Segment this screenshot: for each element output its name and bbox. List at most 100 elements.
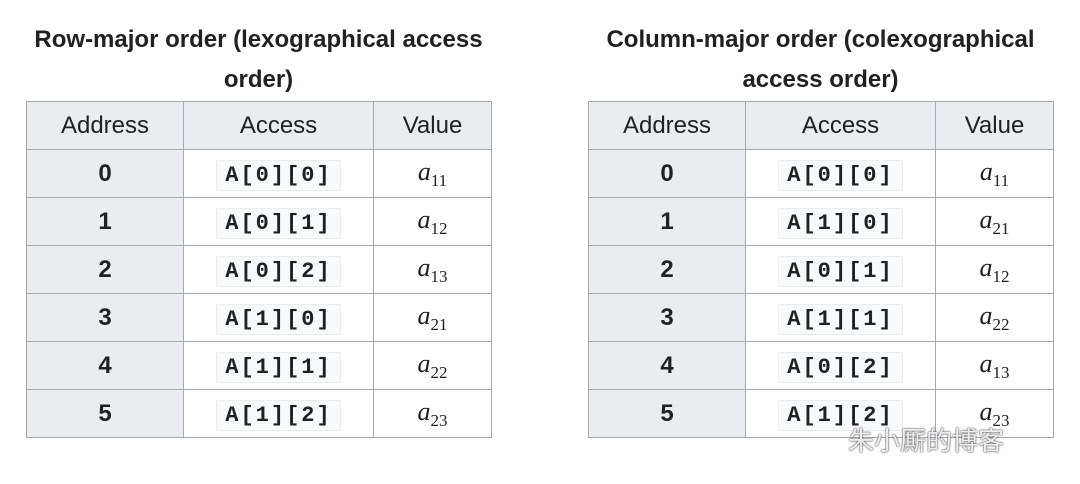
value: a22 bbox=[980, 301, 1010, 334]
value-cell: a12 bbox=[373, 197, 492, 246]
address-cell: 3 bbox=[588, 293, 746, 342]
value-cell: a22 bbox=[935, 293, 1054, 342]
value-subscript: 12 bbox=[992, 266, 1010, 286]
value: a13 bbox=[979, 348, 1010, 382]
value-subscript: 12 bbox=[430, 218, 448, 238]
row: 4 A[1][1] a22 bbox=[26, 341, 492, 390]
value-subscript: 22 bbox=[992, 314, 1010, 334]
access-code: A[0][0] bbox=[216, 159, 341, 191]
access-cell: A[1][0] bbox=[183, 293, 374, 342]
row: 3 A[1][0] a21 bbox=[26, 293, 492, 342]
row: 3 A[1][1] a22 bbox=[588, 293, 1054, 342]
address-cell: 0 bbox=[588, 149, 746, 198]
access-code: A[0][1] bbox=[778, 255, 903, 287]
access-code: A[1][2] bbox=[778, 399, 903, 431]
value-cell: a22 bbox=[373, 341, 492, 390]
value-base: a bbox=[417, 348, 431, 378]
value-cell: a12 bbox=[935, 245, 1054, 294]
table: Address Access Value 0 A[0][0] a11 1 A[0][1] a12… bbox=[26, 101, 492, 438]
value: a22 bbox=[417, 348, 448, 382]
access-code: A[1][2] bbox=[216, 399, 341, 431]
access-code: A[1][1] bbox=[216, 351, 341, 383]
access-code: A[0][2] bbox=[778, 351, 903, 383]
row: 0 A[0][0] a11 bbox=[26, 149, 492, 198]
row: 1 A[0][1] a12 bbox=[26, 197, 492, 246]
value-cell: a11 bbox=[935, 149, 1054, 198]
row: 5 A[1][2] a23 bbox=[26, 389, 492, 438]
caption: Column-major order (colexographical acce… bbox=[606, 26, 1035, 93]
header-row: Address Access Value bbox=[588, 101, 1054, 150]
access-code: A[1][1] bbox=[778, 303, 903, 335]
value-subscript: 21 bbox=[992, 218, 1010, 238]
value-cell: a23 bbox=[373, 389, 492, 438]
row: 2 A[0][2] a13 bbox=[26, 245, 492, 294]
value-subscript: 13 bbox=[430, 266, 448, 286]
value: a12 bbox=[979, 252, 1010, 286]
value-cell: a21 bbox=[373, 293, 492, 342]
value: a23 bbox=[417, 396, 448, 430]
table-block: Row-major order (lexographical access or… bbox=[26, 20, 492, 438]
value-base: a bbox=[417, 252, 431, 282]
address-cell: 1 bbox=[26, 197, 184, 246]
address-cell: 2 bbox=[588, 245, 746, 294]
value-base: a bbox=[417, 156, 431, 186]
address-cell: 4 bbox=[26, 341, 184, 390]
header-cell: Access bbox=[745, 101, 936, 150]
watermark: 朱小厮的博客 bbox=[848, 426, 1005, 456]
access-cell: A[0][1] bbox=[745, 245, 936, 294]
access-cell: A[0][2] bbox=[183, 245, 374, 294]
header-cell: Address bbox=[588, 101, 746, 150]
value-cell: a21 bbox=[935, 197, 1054, 246]
caption: Row-major order (lexographical access or… bbox=[34, 26, 483, 93]
header-cell: Value bbox=[935, 101, 1054, 150]
value-subscript: 23 bbox=[430, 410, 448, 430]
value: a12 bbox=[417, 204, 448, 238]
row: 2 A[0][1] a12 bbox=[588, 245, 1054, 294]
value-cell: a11 bbox=[373, 149, 492, 198]
access-code: A[0][1] bbox=[216, 207, 341, 239]
value-base: a bbox=[979, 252, 993, 282]
access-code: A[1][0] bbox=[778, 207, 903, 239]
value: a13 bbox=[417, 252, 448, 286]
access-cell: A[1][0] bbox=[745, 197, 936, 246]
row: 0 A[0][0] a11 bbox=[588, 149, 1054, 198]
row: 4 A[0][2] a13 bbox=[588, 341, 1054, 390]
access-cell: A[1][1] bbox=[183, 341, 374, 390]
value-base: a bbox=[979, 204, 993, 234]
access-code: A[0][0] bbox=[778, 159, 903, 191]
access-code: A[0][2] bbox=[216, 255, 341, 287]
address-cell: 0 bbox=[26, 149, 184, 198]
access-cell: A[0][0] bbox=[745, 149, 936, 198]
value: a21 bbox=[979, 204, 1010, 238]
value: a11 bbox=[979, 156, 1009, 190]
value: a21 bbox=[418, 301, 448, 334]
header-row: Address Access Value bbox=[26, 101, 492, 150]
address-cell: 4 bbox=[588, 341, 746, 390]
access-cell: A[1][1] bbox=[745, 293, 936, 342]
address-cell: 3 bbox=[26, 293, 184, 342]
value-base: a bbox=[979, 396, 993, 426]
value-cell: a13 bbox=[935, 341, 1054, 390]
address-cell: 2 bbox=[26, 245, 184, 294]
value-cell: a13 bbox=[373, 245, 492, 294]
value-subscript: 23 bbox=[992, 410, 1010, 430]
access-cell: A[0][0] bbox=[183, 149, 374, 198]
address-cell: 5 bbox=[588, 389, 746, 438]
address-cell: 1 bbox=[588, 197, 746, 246]
value: a11 bbox=[417, 156, 447, 190]
value-subscript: 13 bbox=[992, 362, 1010, 382]
value-subscript: 11 bbox=[430, 170, 448, 190]
value-subscript: 11 bbox=[992, 170, 1010, 190]
value-subscript: 21 bbox=[430, 314, 448, 334]
access-cell: A[1][2] bbox=[745, 389, 936, 438]
value-base: a bbox=[979, 156, 993, 186]
header-cell: Value bbox=[373, 101, 492, 150]
header-cell: Access bbox=[183, 101, 374, 150]
row: 1 A[1][0] a21 bbox=[588, 197, 1054, 246]
value-base: a bbox=[417, 204, 431, 234]
value-base: a bbox=[417, 396, 431, 426]
value: a23 bbox=[979, 396, 1010, 430]
table: Address Access Value 0 A[0][0] a11 1 A[1][0] a21… bbox=[588, 101, 1054, 438]
value-base: a bbox=[979, 348, 993, 378]
